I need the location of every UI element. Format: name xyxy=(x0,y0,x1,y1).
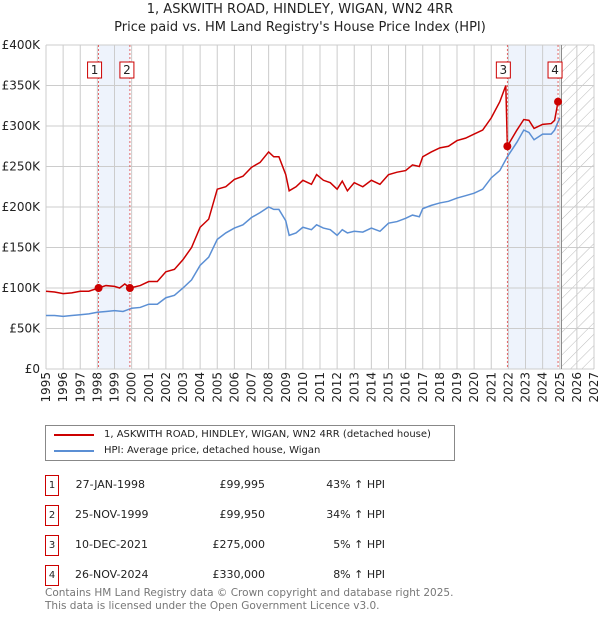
x-tick-label: 1997 xyxy=(73,372,87,403)
hpi-line xyxy=(46,117,561,318)
y-tick-label: £50K xyxy=(9,322,41,336)
x-tick-label: 2014 xyxy=(364,372,378,403)
sale-label-box xyxy=(495,61,511,79)
legend-swatch xyxy=(54,434,94,436)
sale-date: 10-DEC-2021 xyxy=(75,538,149,551)
chart: 1 2 3 4 1995 1996 1997 1998 1999 2000 2001 2002 2003… xyxy=(2,38,600,403)
x-tick-label: 2017 xyxy=(416,372,430,403)
sale-hpi-diff: 8% ↑ HPI xyxy=(333,568,385,581)
x-tick-label: 2006 xyxy=(227,372,241,403)
x-tick-label: 2003 xyxy=(176,372,190,403)
sale-hpi-diff: 34% ↑ HPI xyxy=(326,508,385,521)
sale-label-box xyxy=(547,61,563,79)
x-tick-label: 1998 xyxy=(90,372,104,403)
x-tick-label: 2025 xyxy=(553,372,567,403)
x-tick-label: 2018 xyxy=(433,372,447,403)
sale-label-number: 1 xyxy=(91,63,99,77)
sale-label-number: 3 xyxy=(500,63,508,77)
legend-label: HPI: Average price, detached house, Wiga… xyxy=(104,445,321,456)
x-tick-label: 1995 xyxy=(39,372,53,403)
x-tick-label: 2015 xyxy=(382,372,396,403)
sale-label-number: 2 xyxy=(123,63,131,77)
sale-price: £99,950 xyxy=(219,508,266,521)
y-tick-label: £400K xyxy=(2,38,42,52)
x-tick-label: 2001 xyxy=(142,372,156,403)
x-tick-label: 2002 xyxy=(159,372,173,403)
legend-label: 1, ASKWITH ROAD, HINDLEY, WIGAN, WN2 4RR… xyxy=(104,429,431,440)
sale-hpi-diff: 5% ↑ HPI xyxy=(333,538,385,551)
x-tick-label: 2012 xyxy=(330,372,344,403)
x-tick-label: 2010 xyxy=(296,372,310,403)
sale-point xyxy=(503,142,512,151)
x-tick-label: 1999 xyxy=(108,372,122,403)
sale-number-badge: 3 xyxy=(45,535,59,556)
legend-item-hpi: HPI: Average price, detached house, Wiga… xyxy=(54,443,320,459)
sale-point xyxy=(94,284,103,293)
chart-title: 1, ASKWITH ROAD, HINDLEY, WIGAN, WN2 4RR xyxy=(146,2,454,17)
sale-label-box xyxy=(119,61,135,79)
sale-number-badge: 4 xyxy=(45,565,59,586)
sale-price: £330,000 xyxy=(212,568,266,581)
footer-line: This data is licensed under the Open Gov… xyxy=(45,600,380,612)
sale-number-badge: 1 xyxy=(45,475,59,496)
x-tick-label: 2005 xyxy=(210,372,224,403)
x-tick-label: 2019 xyxy=(450,372,464,403)
x-tick-label: 2024 xyxy=(536,372,550,403)
sale-price: £275,000 xyxy=(212,538,266,551)
y-tick-label: £350K xyxy=(2,79,42,93)
legend: 1, ASKWITH ROAD, HINDLEY, WIGAN, WN2 4RR… xyxy=(45,425,455,461)
x-tick-label: 1996 xyxy=(56,372,70,403)
x-tick-label: 2027 xyxy=(587,372,600,403)
property-price-line xyxy=(45,85,561,295)
sale-label-number: 4 xyxy=(551,63,559,77)
x-tick-label: 2004 xyxy=(193,372,207,403)
sale-point xyxy=(125,284,134,293)
sale-label-box xyxy=(87,61,103,79)
sale-date: 25-NOV-1999 xyxy=(75,508,149,521)
footer: Contains HM Land Registry data © Crown c… xyxy=(45,587,453,613)
y-tick-label: £250K xyxy=(2,160,42,174)
x-tick-label: 2007 xyxy=(245,372,259,403)
x-tick-label: 2013 xyxy=(347,372,361,403)
x-tick-label: 2008 xyxy=(262,372,276,403)
y-tick-label: £100K xyxy=(2,281,42,295)
footer-line: Contains HM Land Registry data © Crown c… xyxy=(45,587,454,599)
sale-price: £99,995 xyxy=(219,478,266,491)
legend-item-property: 1, ASKWITH ROAD, HINDLEY, WIGAN, WN2 4RR… xyxy=(54,427,431,443)
x-tick-label: 2023 xyxy=(519,372,533,403)
sale-date: 27-JAN-1998 xyxy=(75,478,145,491)
chart-subtitle: Price paid vs. HM Land Registry's House … xyxy=(114,20,486,35)
x-tick-label: 2000 xyxy=(125,372,139,403)
legend-swatch xyxy=(54,450,94,452)
y-tick-label: £0 xyxy=(25,362,40,376)
x-tick-label: 2021 xyxy=(484,372,498,403)
sale-hpi-diff: 43% ↑ HPI xyxy=(326,478,385,491)
x-tick-label: 2009 xyxy=(279,372,293,403)
sale-number-badge: 2 xyxy=(45,505,59,526)
x-tick-label: 2020 xyxy=(467,372,481,403)
sale-point xyxy=(554,97,563,106)
y-tick-label: £300K xyxy=(2,119,42,133)
x-tick-label: 2016 xyxy=(399,372,413,403)
x-tick-label: 2011 xyxy=(313,372,327,403)
y-tick-label: £200K xyxy=(2,200,42,214)
x-tick-label: 2022 xyxy=(501,372,515,403)
y-tick-label: £150K xyxy=(2,241,42,255)
x-tick-label: 2026 xyxy=(570,372,584,403)
sale-date: 26-NOV-2024 xyxy=(75,568,149,581)
